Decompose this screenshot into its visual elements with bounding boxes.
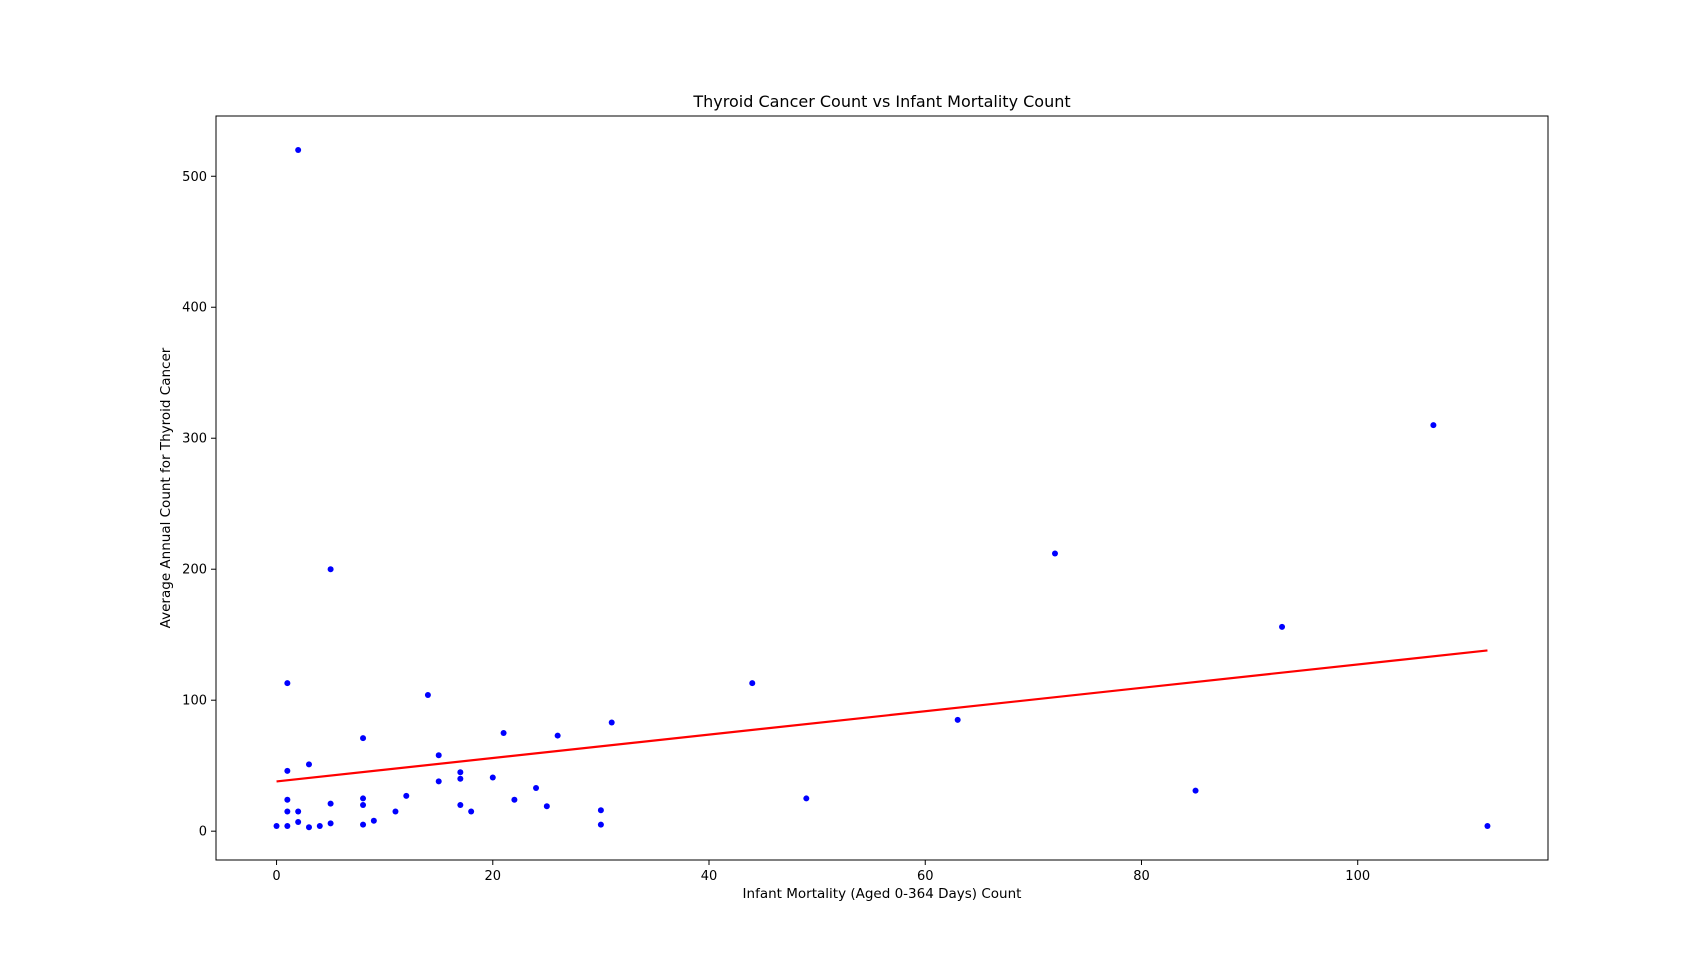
y-tick-label: 100 xyxy=(182,694,207,709)
data-point xyxy=(749,680,756,687)
data-point xyxy=(327,800,334,807)
data-point xyxy=(803,795,810,802)
data-point xyxy=(305,824,312,831)
data-point xyxy=(295,819,302,826)
x-tick-label: 20 xyxy=(485,869,502,884)
plot-frame xyxy=(215,115,1549,861)
data-point xyxy=(1430,422,1437,429)
y-tick-label: 0 xyxy=(199,825,207,840)
data-point xyxy=(360,801,367,808)
data-point xyxy=(1279,623,1286,630)
y-tick-label: 200 xyxy=(182,563,207,578)
data-point xyxy=(284,822,291,829)
data-point xyxy=(597,807,604,814)
data-point xyxy=(284,767,291,774)
data-point xyxy=(500,729,507,736)
data-point xyxy=(1484,822,1491,829)
data-point xyxy=(468,808,475,815)
data-point xyxy=(597,821,604,828)
data-point xyxy=(511,796,518,803)
data-point xyxy=(1192,787,1199,794)
x-tick-label: 40 xyxy=(701,869,718,884)
data-point xyxy=(360,735,367,742)
data-point xyxy=(360,795,367,802)
plot-marks xyxy=(273,147,1491,831)
chart-title: Thyroid Cancer Count vs Infant Mortality… xyxy=(692,92,1070,111)
data-point xyxy=(435,778,442,785)
x-tick-label: 0 xyxy=(272,869,280,884)
data-point xyxy=(424,691,431,698)
y-tick-label: 300 xyxy=(182,432,207,447)
y-tick-label: 400 xyxy=(182,301,207,316)
data-point xyxy=(533,784,540,791)
data-point xyxy=(284,680,291,687)
data-point xyxy=(1051,550,1058,557)
x-tick-label: 100 xyxy=(1345,869,1370,884)
data-point xyxy=(489,774,496,781)
data-point xyxy=(457,769,464,776)
data-point xyxy=(295,808,302,815)
data-point xyxy=(403,792,410,799)
trend-line xyxy=(276,649,1488,783)
x-tick-label: 80 xyxy=(1133,869,1150,884)
data-point xyxy=(435,752,442,759)
data-point xyxy=(457,775,464,782)
data-point xyxy=(316,822,323,829)
data-point xyxy=(543,803,550,810)
data-point xyxy=(554,732,561,739)
y-tick-label: 500 xyxy=(182,170,207,185)
y-axis-label: Average Annual Count for Thyroid Cancer xyxy=(158,347,174,628)
axes: 0 20 40 60 80 100 0 100 200 300 400 500 xyxy=(182,170,1370,884)
data-point xyxy=(273,822,280,829)
data-point xyxy=(608,719,615,726)
data-point xyxy=(327,820,334,827)
data-point xyxy=(360,821,367,828)
x-tick-label: 60 xyxy=(917,869,934,884)
data-point xyxy=(284,808,291,815)
data-point xyxy=(370,817,377,824)
data-point xyxy=(327,566,334,573)
data-point xyxy=(305,761,312,768)
data-point xyxy=(392,808,399,815)
data-point xyxy=(295,147,302,154)
data-point xyxy=(457,801,464,808)
data-point xyxy=(284,796,291,803)
x-axis-label: Infant Mortality (Aged 0-364 Days) Count xyxy=(743,886,1022,902)
data-point xyxy=(954,716,961,723)
